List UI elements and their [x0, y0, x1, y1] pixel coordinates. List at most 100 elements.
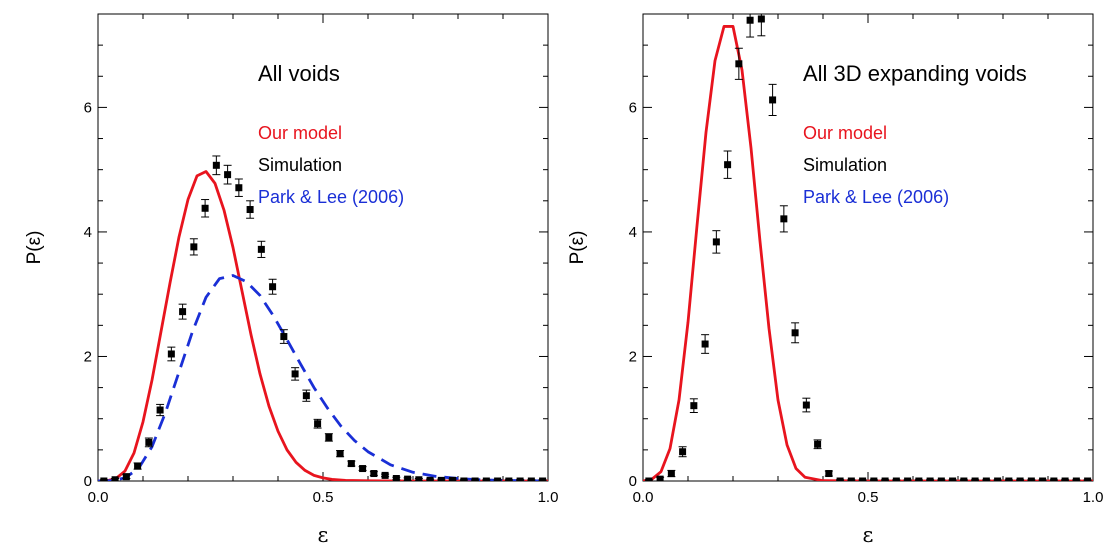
simulation-point	[825, 470, 833, 478]
simulation-point	[667, 470, 675, 478]
panel-title: All 3D expanding voids	[803, 61, 1027, 86]
simulation-point	[904, 477, 912, 481]
simulation-point	[505, 477, 513, 481]
simulation-point	[134, 462, 142, 470]
simulation-point	[712, 238, 720, 246]
simulation-point	[527, 477, 535, 481]
simulation-point	[735, 60, 743, 68]
legend-entry: Park & Lee (2006)	[258, 187, 404, 207]
simulation-point	[201, 204, 209, 212]
y-tick-label: 0	[629, 473, 637, 490]
simulation-point	[167, 350, 175, 358]
model-curve	[643, 25, 1093, 481]
simulation-point	[814, 440, 822, 448]
simulation-point	[291, 370, 299, 378]
simulation-point	[769, 96, 777, 104]
simulation-point	[449, 476, 457, 481]
simulation-point	[392, 475, 400, 481]
simulation-point	[539, 477, 547, 481]
simulation-point	[701, 340, 709, 348]
simulation-point	[937, 477, 945, 481]
simulation-point	[1039, 477, 1047, 481]
simulation-point	[494, 477, 502, 481]
simulation-point	[471, 477, 479, 481]
panel-title: All voids	[258, 61, 340, 86]
simulation-point	[892, 477, 900, 481]
simulation-point	[347, 460, 355, 468]
simulation-point	[859, 477, 867, 481]
simulation-point	[370, 470, 378, 478]
simulation-point	[325, 433, 333, 441]
simulation-point	[212, 161, 220, 169]
y-axis-label: P(ε)	[24, 231, 45, 265]
chart-panel-2: 0.0 0.5 1.0 0 2 4 6 ε P(ε) All 3D expanding voids…	[567, 13, 1104, 547]
x-tick-label: 1.0	[538, 489, 559, 506]
simulation-point	[1061, 477, 1069, 481]
simulation-point	[757, 15, 765, 23]
simulation-point	[746, 16, 754, 24]
simulation-point	[847, 477, 855, 481]
x-tick-label: 0.5	[858, 489, 879, 506]
simulation-point	[156, 406, 164, 414]
simulation-point	[982, 477, 990, 481]
simulation-point	[314, 420, 322, 428]
simulation-point	[645, 477, 653, 481]
simulation-point	[1072, 477, 1080, 481]
legend-entry: Our model	[803, 123, 887, 143]
simulation-point	[235, 184, 243, 192]
y-tick-label: 0	[84, 473, 92, 490]
simulation-point	[257, 245, 265, 253]
simulation-point	[111, 476, 119, 481]
simulation-point	[359, 465, 367, 473]
simulation-point	[802, 401, 810, 409]
simulation-point	[100, 477, 108, 481]
simulation-point	[381, 471, 389, 479]
y-tick-label: 2	[84, 348, 92, 365]
simulation-point	[791, 329, 799, 337]
legend-entry: Simulation	[803, 155, 887, 175]
y-tick-label: 6	[84, 99, 92, 116]
simulation-point	[224, 171, 232, 179]
chart-panel-1: 0.0 0.5 1.0 0 2 4 6 ε P(ε) All voids Our model Simu…	[24, 13, 559, 547]
simulation-point	[926, 477, 934, 481]
legend-entry: Our model	[258, 123, 342, 143]
simulation-point	[415, 476, 423, 481]
y-tick-label: 4	[84, 224, 92, 241]
simulation-point	[971, 477, 979, 481]
simulation-point	[437, 476, 445, 481]
x-tick-label: 0.0	[88, 489, 109, 506]
simulation-point	[679, 448, 687, 456]
legend-entry: Simulation	[258, 155, 342, 175]
y-tick-label: 4	[629, 224, 637, 241]
simulation-point	[1016, 477, 1024, 481]
simulation-point	[724, 161, 732, 169]
simulation-point	[870, 477, 878, 481]
simulation-point	[1027, 477, 1035, 481]
simulation-point	[482, 477, 490, 481]
simulation-point	[516, 477, 524, 481]
simulation-point	[269, 283, 277, 291]
simulation-point	[426, 476, 434, 481]
simulation-point	[881, 477, 889, 481]
y-axis-label: P(ε)	[567, 231, 588, 265]
simulation-point	[836, 477, 844, 481]
simulation-point	[1050, 477, 1058, 481]
model-curve	[98, 170, 548, 481]
simulation-point	[404, 475, 412, 481]
simulation-point	[690, 402, 698, 410]
simulation-point	[460, 477, 468, 481]
simulation-point	[949, 477, 957, 481]
park-lee-curve	[98, 274, 548, 481]
x-axis-label: ε	[318, 523, 329, 547]
simulation-point	[190, 243, 198, 251]
simulation-point	[280, 333, 288, 341]
x-tick-label: 0.5	[313, 489, 334, 506]
simulation-point	[780, 215, 788, 223]
x-tick-label: 0.0	[633, 489, 654, 506]
simulation-point	[145, 438, 153, 446]
simulation-point	[122, 473, 130, 481]
legend-entry: Park & Lee (2006)	[803, 187, 949, 207]
x-tick-label: 1.0	[1083, 489, 1104, 506]
simulation-point	[246, 206, 254, 214]
